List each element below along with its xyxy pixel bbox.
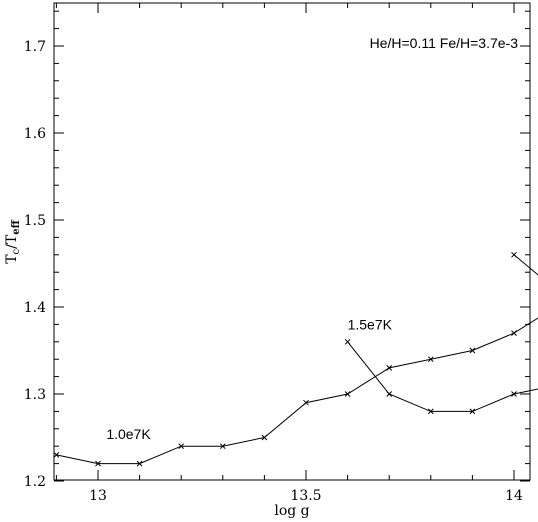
data-point-marker [427,356,434,363]
data-point-marker [511,251,517,258]
y-tick-label: 1.6 [24,126,46,142]
series-line [56,317,538,465]
y-tick-label: 1.3 [24,387,46,403]
data-point-marker [303,399,309,406]
data-point-marker [95,460,101,467]
y-tick-label: 1.5 [24,213,46,229]
data-point-marker [219,443,226,450]
data-point-marker [178,443,185,450]
data-point-marker [53,452,60,458]
y-axis-label: Tc/Teff [4,219,22,263]
y-tick-label: 1.4 [24,300,46,316]
y-tick-label: 1.2 [24,474,46,490]
series-2.0e7K [511,251,538,276]
data-point-marker [469,347,476,354]
x-tick-label: 13.5 [290,488,321,504]
y-tick-label: 1.7 [24,39,46,55]
series-label: 1.5e7K [348,317,393,333]
series-1.5e7K [344,338,538,415]
x-tick-label: 13 [89,488,107,504]
series-label: 1.0e7K [106,426,151,442]
series-1.0e7K [53,317,538,467]
data-point-marker [261,434,268,441]
data-point-marker [386,365,393,371]
data-point-marker [427,408,434,415]
data-point-marker [511,330,517,336]
series-line [347,341,538,412]
x-axis-label: log g [274,503,309,519]
data-point-marker [469,408,476,415]
data-point-marker [344,391,351,397]
svg-text:Tc/Teff: Tc/Teff [4,219,22,263]
data-point-marker [511,391,517,397]
series-group [53,251,538,467]
data-point-marker [344,338,351,345]
annotation: He/H=0.11 Fe/H=3.7e-3 [370,35,519,51]
x-tick-label: 14 [505,488,523,504]
data-point-marker [136,460,143,467]
axis-ticks [54,3,530,482]
plot-frame [53,2,531,481]
data-point-marker [386,391,393,397]
